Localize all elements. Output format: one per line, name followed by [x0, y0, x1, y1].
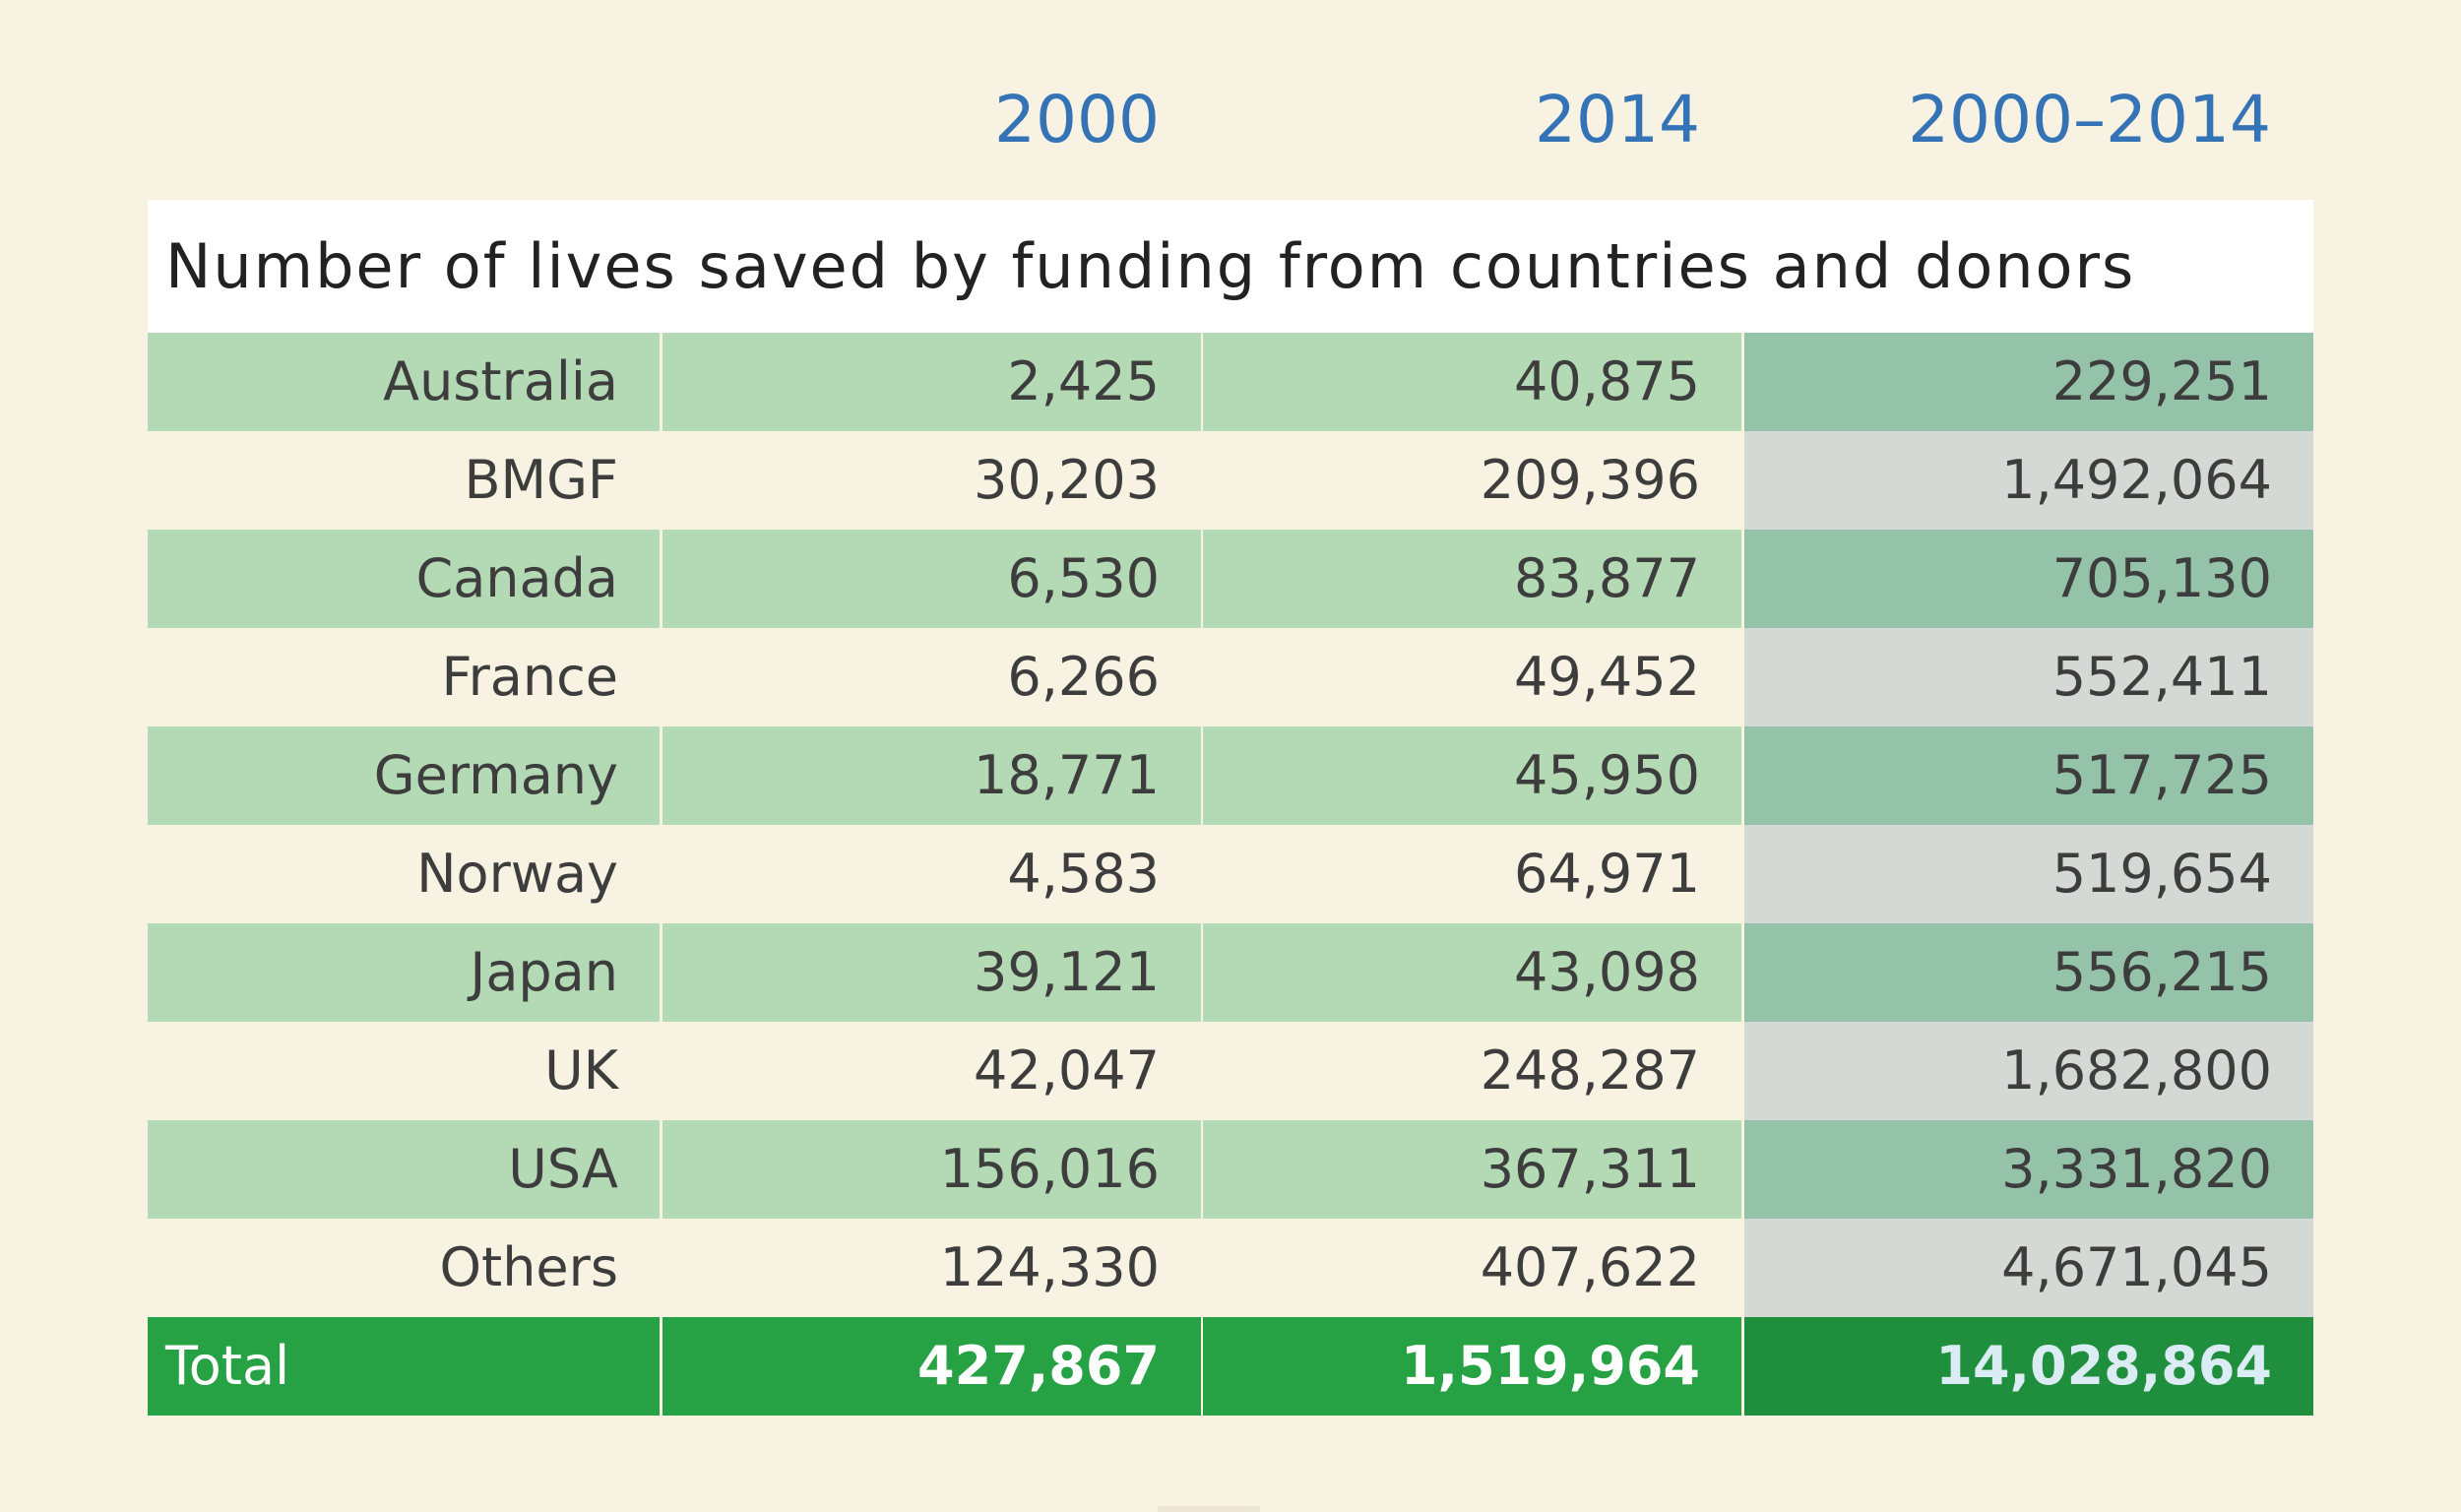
row-value-cell: 407,622 — [1480, 1236, 1700, 1298]
row-value-cell: 3,331,820 — [1744, 1120, 2313, 1219]
row-value-cell: 4,671,045 — [1744, 1219, 2313, 1317]
row-value-cell: 49,452 — [1514, 646, 1700, 708]
table-row: Norway 4,583 64,971 519,654 — [148, 825, 2313, 923]
table-row: Japan 39,121 43,098 556,215 — [148, 923, 2313, 1022]
column-headers: 2000 2014 2000–2014 — [148, 71, 2313, 169]
row-value-cell: 39,121 — [663, 923, 1201, 1022]
total-value-cell: 1,519,964 — [1203, 1317, 1741, 1416]
table-row: France 6,266 49,452 552,411 — [148, 628, 2313, 726]
row-value-cell: 6,530 — [663, 530, 1201, 628]
column-header-2014: 2014 — [1535, 82, 1700, 158]
row-value-cell: 367,311 — [1203, 1120, 1741, 1219]
table-row: Others 124,330 407,622 4,671,045 — [148, 1219, 2313, 1317]
row-value-cell: 18,771 — [663, 726, 1201, 825]
row-label: UK — [544, 1040, 618, 1102]
row-value-cell: 156,016 — [663, 1120, 1201, 1219]
total-row: Total 427,867 1,519,964 14,028,864 — [148, 1317, 2313, 1416]
row-value-cell: 2,425 — [663, 333, 1201, 431]
row-label: Germany — [148, 726, 660, 825]
row-label: Japan — [148, 923, 660, 1022]
bottom-tab-marker — [1158, 1506, 1260, 1512]
row-value-cell: 30,203 — [974, 449, 1160, 511]
table-row: Germany 18,771 45,950 517,725 — [148, 726, 2313, 825]
row-value-cell: 43,098 — [1203, 923, 1741, 1022]
row-value-cell: 1,682,800 — [1744, 1022, 2313, 1120]
table-row: BMGF 30,203 209,396 1,492,064 — [148, 431, 2313, 530]
column-header-2000: 2000 — [994, 82, 1160, 158]
row-label: Australia — [148, 333, 660, 431]
row-value-cell: 556,215 — [1744, 923, 2313, 1022]
table-title-band: Number of lives saved by funding from co… — [148, 200, 2313, 333]
row-value-cell: 64,971 — [1514, 843, 1700, 905]
row-value-cell: 519,654 — [1744, 825, 2313, 923]
row-value-cell: 40,875 — [1203, 333, 1741, 431]
table-title: Number of lives saved by funding from co… — [165, 230, 2136, 302]
row-value-cell: 209,396 — [1480, 449, 1700, 511]
row-value-cell: 229,251 — [1744, 333, 2313, 431]
table-row: UK 42,047 248,287 1,682,800 — [148, 1022, 2313, 1120]
total-value-cell: 427,867 — [663, 1317, 1201, 1416]
table-row: Australia 2,425 40,875 229,251 — [148, 333, 2313, 431]
row-label: Canada — [148, 530, 660, 628]
row-label: Norway — [416, 843, 618, 905]
table-row: Canada 6,530 83,877 705,130 — [148, 530, 2313, 628]
row-value-cell: 83,877 — [1203, 530, 1741, 628]
row-value-cell: 6,266 — [1007, 646, 1160, 708]
row-value-cell: 124,330 — [939, 1236, 1160, 1298]
row-value-cell: 248,287 — [1480, 1040, 1700, 1102]
row-value-cell: 4,583 — [1007, 843, 1160, 905]
total-value-cell: 14,028,864 — [1744, 1317, 2313, 1416]
table-row: USA 156,016 367,311 3,331,820 — [148, 1120, 2313, 1219]
row-label: France — [441, 646, 618, 708]
row-value-cell: 517,725 — [1744, 726, 2313, 825]
row-value-cell: 42,047 — [974, 1040, 1160, 1102]
row-value-cell: 552,411 — [1744, 628, 2313, 726]
column-header-2000-2014: 2000–2014 — [1908, 82, 2271, 158]
row-value-cell: 1,492,064 — [1744, 431, 2313, 530]
row-label: USA — [148, 1120, 660, 1219]
row-label: Others — [439, 1236, 618, 1298]
row-value-cell: 705,130 — [1744, 530, 2313, 628]
row-value-cell: 45,950 — [1203, 726, 1741, 825]
total-label: Total — [148, 1317, 660, 1416]
row-label: BMGF — [464, 449, 618, 511]
lives-saved-table: Australia 2,425 40,875 229,251 BMGF 30,203 209… — [148, 333, 2313, 1416]
